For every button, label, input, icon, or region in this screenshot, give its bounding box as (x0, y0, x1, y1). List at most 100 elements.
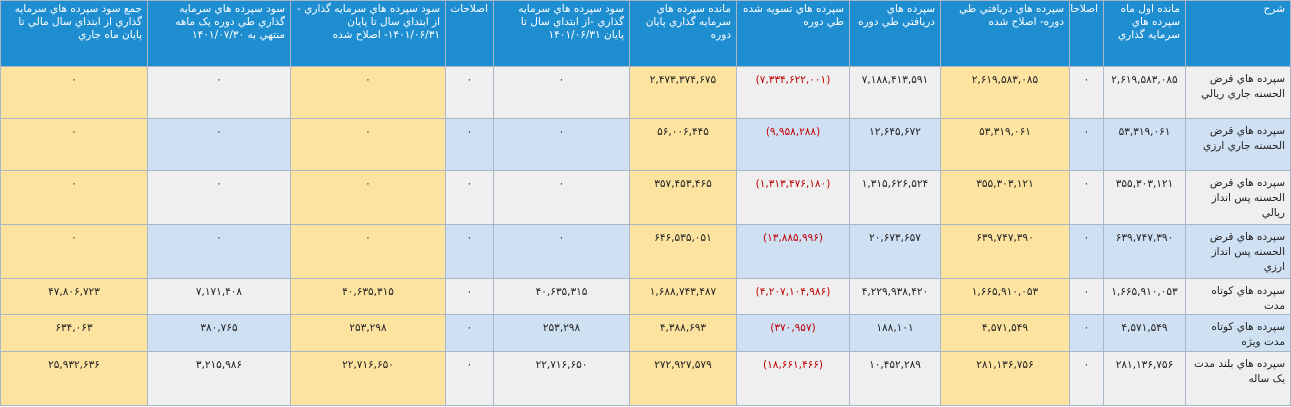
table-row: سپرده هاي قرض الحسنه پس انداز ريالي ۳۵۵,… (0, 170, 1291, 225)
cell-profit-ytd-adjusted: ۰ (290, 224, 446, 279)
header-profit-ytd: سود سپرده هاي سرمايه گذاري -از ابتداي سا… (493, 0, 630, 67)
cell-closing-balance: ۶۴۶,۵۳۵,۰۵۱ (629, 224, 737, 279)
cell-profit-month: ۳,۲۱۵,۹۸۶ (147, 351, 291, 406)
cell-profit-ytd-adjusted: ۲۵۳,۲۹۸ (290, 314, 446, 352)
cell-adjustments-2: ۰ (445, 278, 494, 315)
cell-opening-balance: ۲۸۱,۱۳۶,۷۵۶ (1103, 351, 1186, 406)
cell-adjustments-1: ۰ (1069, 278, 1104, 315)
cell-closing-balance: ۲۷۲,۹۲۷,۵۷۹ (629, 351, 737, 406)
cell-settled: (۷,۳۳۴,۶۲۲,۰۰۱) (736, 66, 850, 119)
cell-profit-month: ۰ (147, 66, 291, 119)
cell-settled: (۹,۹۵۸,۲۸۸) (736, 118, 850, 171)
cell-received-adjusted: ۲۸۱,۱۳۶,۷۵۶ (940, 351, 1070, 406)
row-label: سپرده هاي قرض الحسنه جاري ارزي (1185, 118, 1291, 171)
cell-profit-ytd-adjusted: ۰ (290, 170, 446, 225)
cell-profit-ytd: ۴۰,۶۳۵,۳۱۵ (493, 278, 630, 315)
table-row: سپرده هاي قرض الحسنه جاري ارزي ۵۳,۳۱۹,۰۶… (0, 118, 1291, 171)
cell-adjustments-1: ۰ (1069, 170, 1104, 225)
header-received: سپرده هاي دريافتي طي دوره (849, 0, 941, 67)
row-label: سپرده هاي قرض الحسنه پس انداز ارزي (1185, 224, 1291, 279)
table-row: سپرده هاي کوتاه مدت ويژه ۴,۵۷۱,۵۴۹ ۰ ۴,۵… (0, 314, 1291, 352)
header-row: شرح مانده اول ماه سپرده هاي سرمايه گذاري… (0, 0, 1291, 67)
cell-received: ۱۰,۴۵۲,۲۸۹ (849, 351, 941, 406)
cell-profit-month: ۳۸۰,۷۶۵ (147, 314, 291, 352)
cell-settled: (۱۸,۶۶۱,۴۶۶) (736, 351, 850, 406)
row-label: سپرده هاي کوتاه مدت (1185, 278, 1291, 315)
cell-received: ۷,۱۸۸,۴۱۳,۵۹۱ (849, 66, 941, 119)
cell-adjustments-1: ۰ (1069, 314, 1104, 352)
header-opening-balance: مانده اول ماه سپرده هاي سرمايه گذاري (1103, 0, 1186, 67)
table-row: سپرده هاي بلند مدت يک ساله ۲۸۱,۱۳۶,۷۵۶ ۰… (0, 351, 1291, 406)
header-settled: سپرده هاي تسويه شده طي دوره (736, 0, 850, 67)
cell-closing-balance: ۵۶,۰۰۶,۴۴۵ (629, 118, 737, 171)
cell-profit-month: ۰ (147, 224, 291, 279)
cell-profit-ytd-adjusted: ۴۰,۶۳۵,۳۱۵ (290, 278, 446, 315)
cell-adjustments-1: ۰ (1069, 118, 1104, 171)
cell-opening-balance: ۴,۵۷۱,۵۴۹ (1103, 314, 1186, 352)
cell-closing-balance: ۱,۶۸۸,۷۴۳,۴۸۷ (629, 278, 737, 315)
header-profit-month: سود سپرده هاي سرمايه گذاري طي دوره يک ما… (147, 0, 291, 67)
cell-received-adjusted: ۵۳,۳۱۹,۰۶۱ (940, 118, 1070, 171)
cell-profit-total: ۲۵,۹۳۲,۶۳۶ (0, 351, 148, 406)
cell-opening-balance: ۶۳۹,۷۴۷,۳۹۰ (1103, 224, 1186, 279)
cell-profit-total: ۰ (0, 170, 148, 225)
cell-adjustments-1: ۰ (1069, 224, 1104, 279)
cell-profit-ytd-adjusted: ۰ (290, 118, 446, 171)
cell-opening-balance: ۱,۶۶۵,۹۱۰,۰۵۳ (1103, 278, 1186, 315)
cell-profit-total: ۰ (0, 66, 148, 119)
cell-opening-balance: ۲,۶۱۹,۵۸۳,۰۸۵ (1103, 66, 1186, 119)
cell-adjustments-2: ۰ (445, 118, 494, 171)
cell-closing-balance: ۲,۴۷۳,۳۷۴,۶۷۵ (629, 66, 737, 119)
cell-profit-ytd-adjusted: ۰ (290, 66, 446, 119)
cell-profit-ytd: ۰ (493, 118, 630, 171)
cell-profit-total: ۴۷,۸۰۶,۷۲۳ (0, 278, 148, 315)
cell-profit-ytd: ۰ (493, 224, 630, 279)
cell-adjustments-2: ۰ (445, 351, 494, 406)
cell-profit-ytd: ۲۲,۷۱۶,۶۵۰ (493, 351, 630, 406)
row-label: سپرده هاي بلند مدت يک ساله (1185, 351, 1291, 406)
cell-settled: (۴,۲۰۷,۱۰۴,۹۸۶) (736, 278, 850, 315)
cell-received-adjusted: ۳۵۵,۳۰۳,۱۲۱ (940, 170, 1070, 225)
cell-received-adjusted: ۲,۶۱۹,۵۸۳,۰۸۵ (940, 66, 1070, 119)
cell-opening-balance: ۳۵۵,۳۰۳,۱۲۱ (1103, 170, 1186, 225)
cell-profit-month: ۰ (147, 170, 291, 225)
header-received-adjusted: سپرده هاي دريافتي طي دوره- اصلاح شده (940, 0, 1070, 67)
cell-received: ۲۰,۶۷۳,۶۵۷ (849, 224, 941, 279)
cell-received: ۱۲,۶۴۵,۶۷۲ (849, 118, 941, 171)
cell-closing-balance: ۳۵۷,۴۵۳,۴۶۵ (629, 170, 737, 225)
cell-profit-total: ۶۳۴,۰۶۳ (0, 314, 148, 352)
cell-adjustments-2: ۰ (445, 66, 494, 119)
cell-adjustments-1: ۰ (1069, 66, 1104, 119)
cell-profit-month: ۷,۱۷۱,۴۰۸ (147, 278, 291, 315)
cell-profit-ytd: ۰ (493, 66, 630, 119)
header-profit-total: جمع سود سپرده هاي سرمايه گذاري از ابتداي… (0, 0, 148, 67)
cell-profit-ytd-adjusted: ۲۲,۷۱۶,۶۵۰ (290, 351, 446, 406)
cell-received: ۱۸۸,۱۰۱ (849, 314, 941, 352)
header-adjustments-2: اصلاحات (445, 0, 494, 67)
cell-adjustments-1: ۰ (1069, 351, 1104, 406)
row-label: سپرده هاي قرض الحسنه جاري ريالي (1185, 66, 1291, 119)
cell-closing-balance: ۴,۳۸۸,۶۹۳ (629, 314, 737, 352)
cell-received: ۴,۲۲۹,۹۳۸,۴۲۰ (849, 278, 941, 315)
header-adjustments-1: اصلاحات (1069, 0, 1104, 67)
cell-profit-ytd: ۲۵۳,۲۹۸ (493, 314, 630, 352)
row-label: سپرده هاي قرض الحسنه پس انداز ريالي (1185, 170, 1291, 225)
cell-profit-total: ۰ (0, 224, 148, 279)
table-row: سپرده هاي قرض الحسنه جاري ريالي ۲,۶۱۹,۵۸… (0, 66, 1291, 119)
cell-received-adjusted: ۴,۵۷۱,۵۴۹ (940, 314, 1070, 352)
cell-profit-month: ۰ (147, 118, 291, 171)
header-profit-ytd-adjusted: سود سپرده هاي سرمايه گذاري - از ابتداي س… (290, 0, 446, 67)
cell-adjustments-2: ۰ (445, 224, 494, 279)
cell-received-adjusted: ۶۳۹,۷۴۷,۳۹۰ (940, 224, 1070, 279)
cell-profit-total: ۰ (0, 118, 148, 171)
table-row: سپرده هاي کوتاه مدت ۱,۶۶۵,۹۱۰,۰۵۳ ۰ ۱,۶۶… (0, 278, 1291, 315)
row-label: سپرده هاي کوتاه مدت ويژه (1185, 314, 1291, 352)
cell-adjustments-2: ۰ (445, 170, 494, 225)
cell-adjustments-2: ۰ (445, 314, 494, 352)
header-description: شرح (1185, 0, 1291, 67)
cell-settled: (۳۷۰,۹۵۷) (736, 314, 850, 352)
cell-settled: (۱,۳۱۳,۴۷۶,۱۸۰) (736, 170, 850, 225)
cell-opening-balance: ۵۳,۳۱۹,۰۶۱ (1103, 118, 1186, 171)
table-row: سپرده هاي قرض الحسنه پس انداز ارزي ۶۳۹,۷… (0, 224, 1291, 279)
